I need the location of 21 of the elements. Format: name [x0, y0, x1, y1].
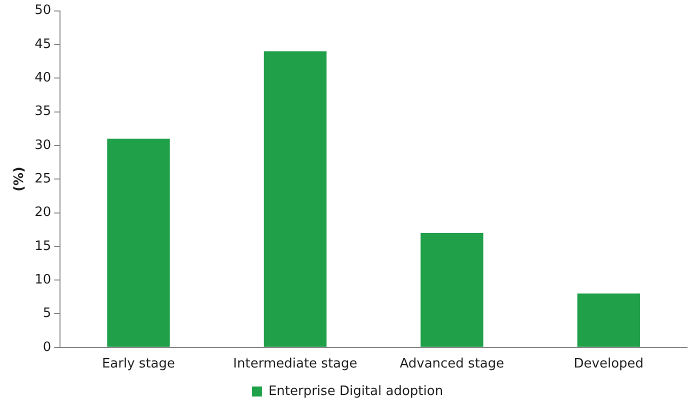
y-tick-label: 25	[34, 171, 52, 186]
y-tick-label: 40	[34, 70, 52, 86]
bar	[420, 232, 484, 347]
x-tick-label: Developed	[574, 356, 644, 372]
y-tick-label: 20	[34, 205, 52, 220]
bar	[577, 294, 640, 347]
y-tick-label: 30	[34, 138, 52, 153]
legend-label: Enterprise Digital adoption	[268, 384, 444, 399]
x-tick-label: Intermediate stage	[233, 356, 358, 372]
bar	[264, 51, 327, 347]
y-tick-label: 35	[34, 104, 52, 120]
bar	[107, 138, 170, 347]
x-tick-label: Early stage	[102, 356, 176, 372]
y-axis-title: (%)	[12, 166, 28, 192]
y-tick-label: 15	[34, 238, 52, 254]
y-tick-label: 50	[34, 3, 52, 18]
y-tick-label: 5	[42, 306, 52, 322]
y-tick-label: 45	[34, 36, 52, 52]
x-tick-label: Advanced stage	[400, 356, 504, 372]
y-tick-label: 0	[42, 340, 52, 355]
y-tick-label: 10	[34, 272, 52, 288]
